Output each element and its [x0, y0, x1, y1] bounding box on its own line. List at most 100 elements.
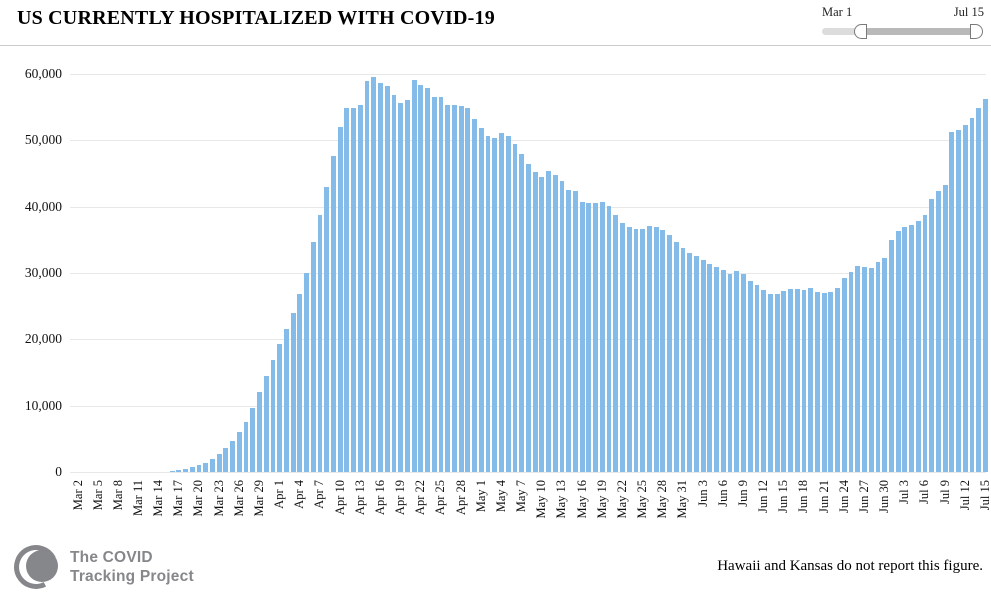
bar[interactable]	[687, 253, 693, 472]
bar[interactable]	[700, 260, 706, 472]
bar[interactable]	[660, 229, 666, 472]
slider-handle-end[interactable]	[970, 24, 983, 39]
bar[interactable]	[767, 293, 773, 472]
bar[interactable]	[223, 448, 229, 472]
bar[interactable]	[532, 171, 538, 472]
bar[interactable]	[371, 77, 377, 472]
bar[interactable]	[727, 273, 733, 472]
bar[interactable]	[606, 206, 612, 472]
bar[interactable]	[324, 186, 330, 472]
bar[interactable]	[613, 215, 619, 472]
bar[interactable]	[505, 136, 511, 472]
bar[interactable]	[257, 392, 262, 472]
bar[interactable]	[525, 163, 531, 472]
bar[interactable]	[364, 80, 370, 472]
bar[interactable]	[189, 467, 195, 472]
bar[interactable]	[586, 203, 592, 472]
bar[interactable]	[781, 290, 787, 472]
bar[interactable]	[559, 181, 565, 472]
bar[interactable]	[317, 214, 323, 472]
bar[interactable]	[236, 432, 242, 472]
bar[interactable]	[283, 329, 289, 472]
bar[interactable]	[418, 85, 424, 472]
bar[interactable]	[331, 156, 336, 472]
bar[interactable]	[640, 228, 646, 472]
bar[interactable]	[969, 118, 975, 472]
bar[interactable]	[774, 294, 780, 472]
bar[interactable]	[815, 292, 820, 472]
bar[interactable]	[707, 264, 713, 472]
bar[interactable]	[210, 459, 215, 472]
bar[interactable]	[438, 96, 444, 472]
bar[interactable]	[378, 82, 383, 472]
bar[interactable]	[263, 376, 269, 472]
bar[interactable]	[620, 223, 625, 472]
bar[interactable]	[821, 292, 827, 472]
bar[interactable]	[357, 104, 363, 472]
bar[interactable]	[936, 190, 941, 472]
bar[interactable]	[929, 199, 935, 472]
bar[interactable]	[452, 105, 457, 472]
bar[interactable]	[492, 138, 498, 472]
slider-handle-start[interactable]	[854, 24, 867, 39]
bar[interactable]	[680, 248, 686, 472]
bar[interactable]	[499, 133, 504, 472]
bar[interactable]	[653, 227, 659, 472]
bar[interactable]	[747, 280, 753, 472]
bar[interactable]	[411, 79, 417, 472]
bar[interactable]	[297, 294, 303, 472]
bar[interactable]	[895, 231, 901, 472]
bar[interactable]	[573, 190, 578, 472]
bar[interactable]	[949, 132, 955, 472]
bar[interactable]	[841, 277, 847, 472]
bar[interactable]	[646, 225, 652, 472]
date-range-slider[interactable]: Mar 1 Jul 15	[822, 5, 984, 41]
bar[interactable]	[398, 102, 404, 472]
bar[interactable]	[855, 265, 861, 472]
bar[interactable]	[720, 269, 726, 472]
bar[interactable]	[673, 241, 679, 472]
bar[interactable]	[445, 105, 451, 472]
bar[interactable]	[196, 465, 202, 472]
bar[interactable]	[250, 408, 256, 472]
bar[interactable]	[169, 471, 175, 472]
bar[interactable]	[519, 153, 525, 472]
bar[interactable]	[216, 454, 222, 472]
bar[interactable]	[337, 127, 343, 472]
bar[interactable]	[794, 288, 800, 472]
bar[interactable]	[875, 262, 881, 472]
bar[interactable]	[902, 227, 908, 472]
bar[interactable]	[176, 470, 182, 472]
bar[interactable]	[868, 267, 874, 472]
bar[interactable]	[203, 462, 209, 472]
bar[interactable]	[183, 468, 188, 472]
bar[interactable]	[848, 271, 854, 472]
bar[interactable]	[734, 271, 740, 472]
bar[interactable]	[277, 343, 283, 472]
bar[interactable]	[552, 174, 558, 472]
bar[interactable]	[962, 125, 968, 472]
bar[interactable]	[694, 256, 699, 472]
bar[interactable]	[579, 202, 585, 472]
slider-selected-range[interactable]	[860, 28, 978, 35]
bar[interactable]	[888, 239, 894, 472]
bar[interactable]	[808, 288, 814, 472]
bar[interactable]	[667, 235, 672, 472]
bar[interactable]	[862, 267, 867, 472]
bar[interactable]	[404, 99, 410, 472]
bar[interactable]	[942, 184, 948, 472]
bar[interactable]	[485, 136, 491, 472]
bar[interactable]	[626, 226, 632, 472]
bar[interactable]	[478, 128, 484, 472]
bar[interactable]	[801, 290, 807, 472]
bar[interactable]	[915, 221, 921, 472]
bar[interactable]	[310, 241, 316, 472]
bar[interactable]	[633, 228, 639, 472]
bar[interactable]	[472, 119, 477, 472]
bar[interactable]	[351, 107, 356, 472]
bar[interactable]	[754, 284, 760, 472]
bar[interactable]	[512, 143, 518, 472]
bar[interactable]	[983, 99, 988, 472]
bar[interactable]	[788, 288, 793, 472]
bar[interactable]	[956, 130, 961, 472]
